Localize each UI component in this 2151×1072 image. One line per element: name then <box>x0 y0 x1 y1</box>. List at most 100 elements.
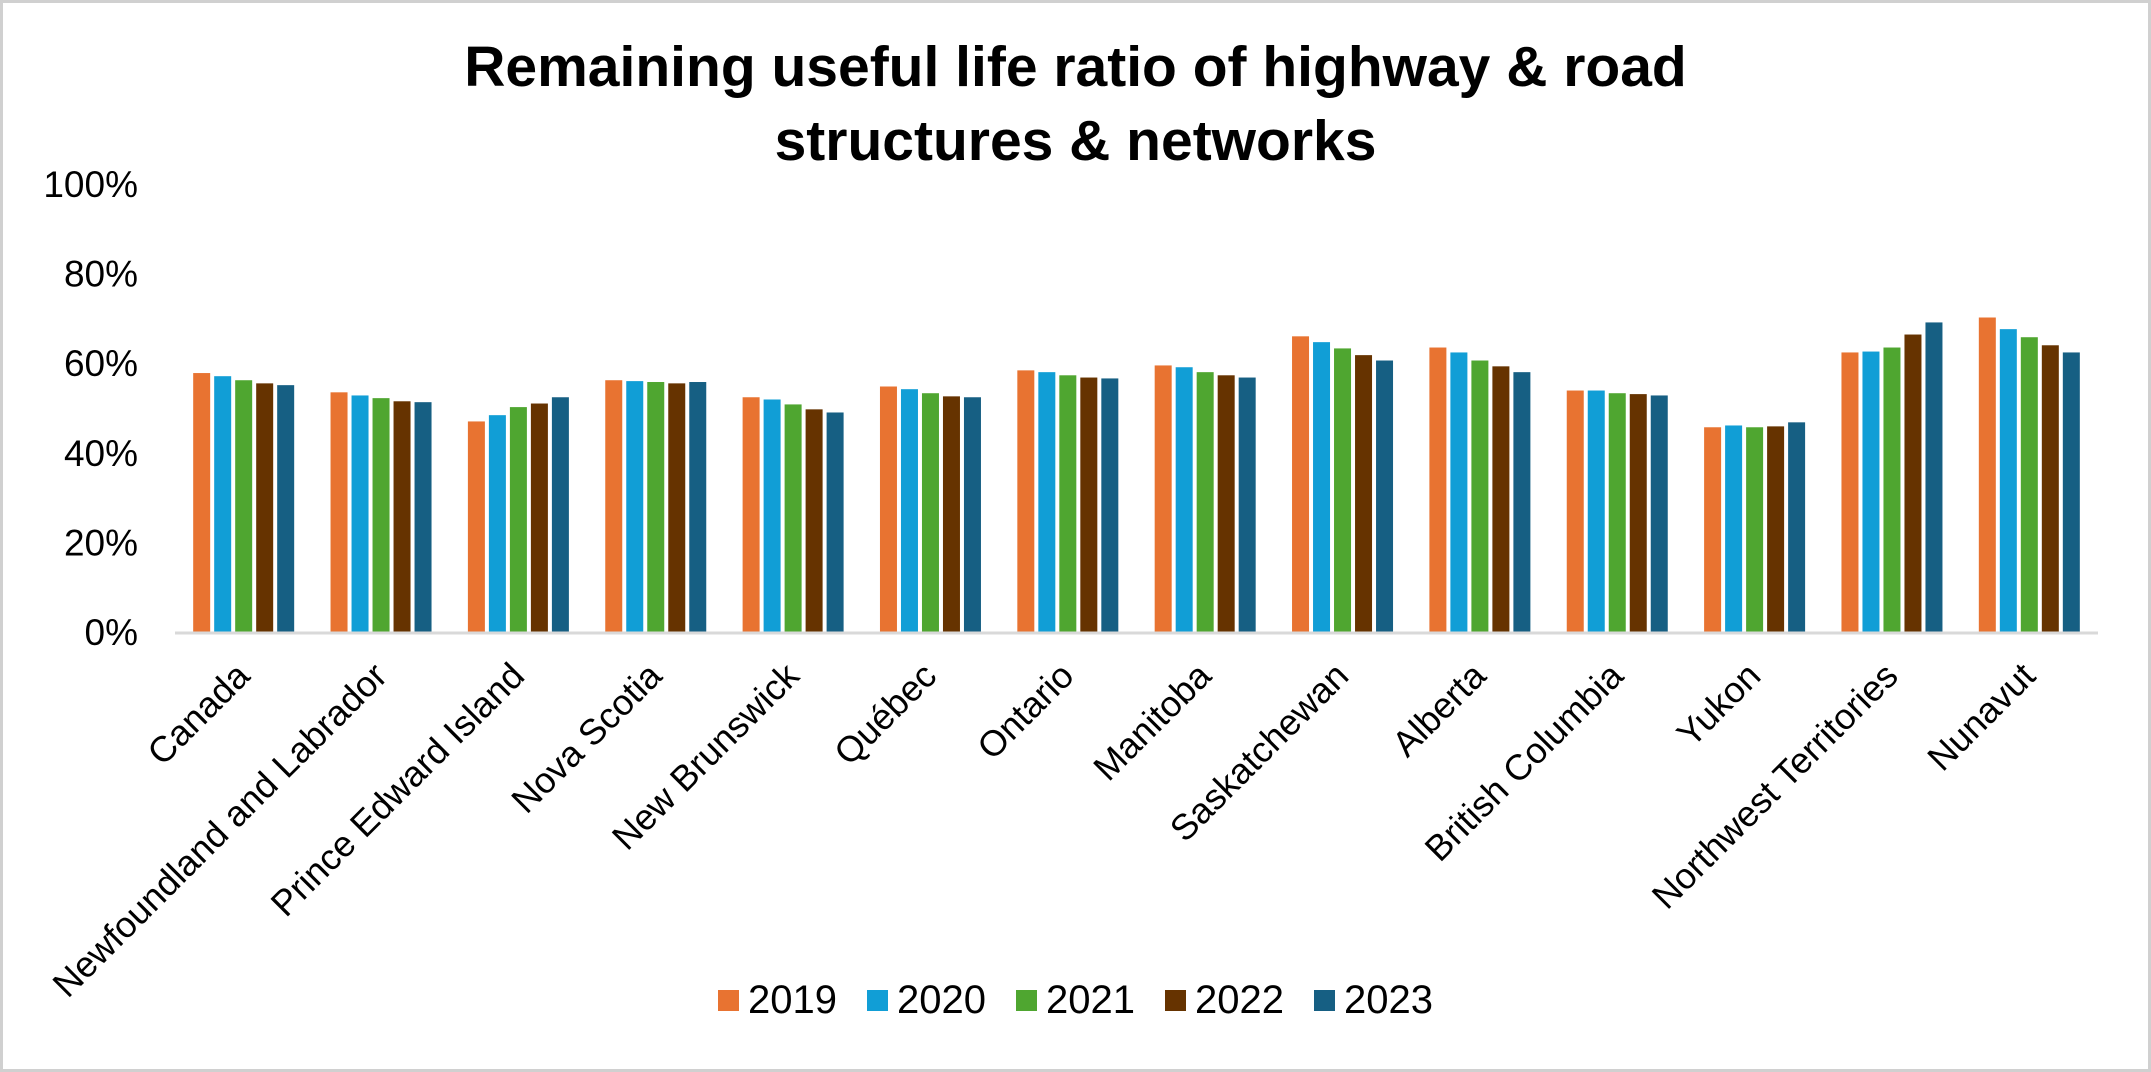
legend-item-2021: 2021 <box>1016 978 1135 1023</box>
bar-2023 <box>2062 352 2080 632</box>
bar-2022 <box>1904 334 1922 632</box>
bar-2023 <box>689 382 707 632</box>
bar-2020 <box>1038 372 1056 632</box>
bar-2022 <box>1080 377 1098 632</box>
bar-group <box>330 392 432 632</box>
chart-title-line-2: structures & networks <box>774 109 1377 173</box>
legend-swatch <box>867 990 889 1011</box>
bar-2023 <box>551 397 569 632</box>
bar-2021 <box>1196 372 1214 632</box>
bars <box>193 317 2080 632</box>
bar-2020 <box>1587 390 1605 632</box>
bar-2023 <box>826 412 844 632</box>
bar-2019 <box>330 392 348 632</box>
bar-2020 <box>1175 367 1193 632</box>
legend-label: 2022 <box>1194 978 1284 1022</box>
bar-group <box>1978 317 2080 632</box>
y-tick-label: 40% <box>64 433 138 474</box>
bar-2022 <box>1629 394 1647 632</box>
y-tick-label: 60% <box>64 343 138 384</box>
bar-2022 <box>668 383 686 632</box>
bar-2019 <box>467 421 485 632</box>
x-tick-label: Québec <box>826 655 944 773</box>
bar-2019 <box>1841 352 1859 632</box>
bar-2021 <box>1746 427 1764 632</box>
legend-label: 2021 <box>1046 978 1135 1022</box>
legend-label: 2019 <box>748 978 838 1022</box>
bar-2021 <box>509 407 527 632</box>
bar-2020 <box>1862 351 1880 632</box>
bar-2019 <box>193 373 211 632</box>
bar-group <box>1566 390 1668 632</box>
bar-2020 <box>1725 425 1743 632</box>
x-tick-label: Ontario <box>969 655 1081 767</box>
bar-2021 <box>647 382 665 632</box>
bar-2020 <box>1999 329 2017 632</box>
bar-2021 <box>921 393 939 632</box>
bar-2021 <box>1471 360 1489 632</box>
bar-group <box>1154 365 1256 632</box>
bar-2023 <box>1238 377 1256 632</box>
legend-swatch <box>1164 990 1186 1011</box>
bar-group <box>1429 347 1531 632</box>
legend-item-2020: 2020 <box>867 978 986 1023</box>
bar-2022 <box>1492 366 1510 632</box>
legend-label: 2023 <box>1343 978 1433 1022</box>
bar-2023 <box>963 397 981 632</box>
bar-group <box>1704 422 1806 632</box>
bar-2019 <box>605 380 623 632</box>
legend-label: 2020 <box>897 978 986 1022</box>
bar-group <box>1841 322 1943 632</box>
legend-swatch <box>1313 990 1335 1011</box>
bar-group <box>1017 370 1119 632</box>
bar-2022 <box>1217 375 1235 632</box>
bar-2023 <box>1788 422 1806 632</box>
bar-2022 <box>393 401 411 632</box>
bar-2023 <box>1376 360 1394 632</box>
bar-2023 <box>1513 372 1531 632</box>
bar-2021 <box>235 380 253 632</box>
legend-item-2022: 2022 <box>1164 978 1284 1023</box>
bar-2022 <box>1355 355 1373 632</box>
bar-2021 <box>1334 348 1352 632</box>
bar-2021 <box>1608 393 1626 632</box>
bar-group <box>193 373 295 632</box>
y-tick-label: 0% <box>85 612 138 653</box>
bar-2022 <box>1767 426 1785 632</box>
bar-2022 <box>942 396 960 632</box>
bar-2021 <box>784 404 802 632</box>
x-tick-label: Prince Edward Island <box>263 655 533 925</box>
bar-2021 <box>1883 347 1901 632</box>
bar-2019 <box>1566 390 1584 632</box>
x-tick-label: Yukon <box>1668 655 1768 755</box>
bar-2021 <box>372 398 390 632</box>
bar-2020 <box>214 376 232 632</box>
bar-group <box>879 386 981 632</box>
bar-2019 <box>1704 427 1722 632</box>
bar-2020 <box>900 389 918 632</box>
bar-2019 <box>1292 336 1310 632</box>
bar-group <box>1292 336 1394 632</box>
bar-2023 <box>1925 322 1943 632</box>
bar-2020 <box>351 395 369 632</box>
bar-2022 <box>805 409 823 632</box>
bar-2020 <box>763 399 781 632</box>
x-tick-label: Northwest Territories <box>1644 655 1906 917</box>
legend-swatch <box>718 990 740 1011</box>
bar-2023 <box>277 385 295 632</box>
bar-2020 <box>1313 342 1331 632</box>
bar-2021 <box>1059 375 1077 632</box>
bar-2023 <box>1101 378 1119 632</box>
legend: 2019 2020 2021 2022 2023 <box>0 978 2151 1023</box>
x-tick-label: Canada <box>139 654 258 773</box>
bar-2023 <box>1650 395 1668 632</box>
y-tick-label: 20% <box>64 522 138 563</box>
bar-2019 <box>1429 347 1447 632</box>
bar-2021 <box>2020 337 2038 632</box>
y-axis-ticks: 0% 20% 40% 60% 80% 100% <box>43 164 138 653</box>
bar-2022 <box>2041 345 2059 632</box>
bar-2019 <box>1017 370 1035 632</box>
bar-2020 <box>488 415 506 632</box>
bar-2020 <box>1450 352 1468 632</box>
